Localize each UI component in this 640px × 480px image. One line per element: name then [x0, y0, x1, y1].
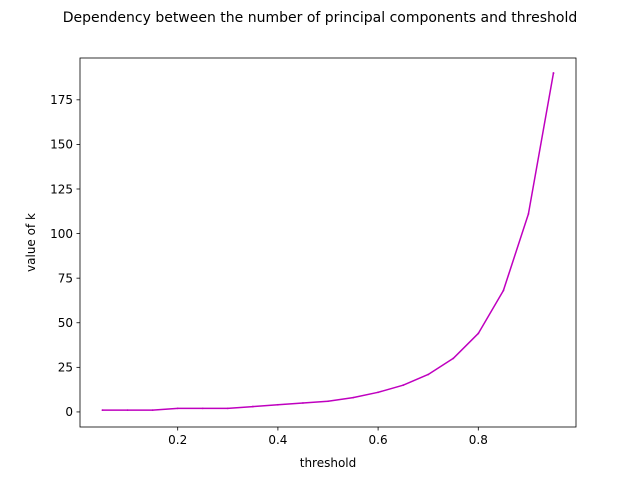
data-point [302, 402, 304, 404]
x-axis-label: threshold [300, 456, 357, 470]
data-point [377, 391, 380, 394]
y-tick-label: 125 [50, 182, 73, 196]
chart-title: Dependency between the number of princip… [63, 10, 578, 26]
data-point [276, 403, 279, 406]
x-tick-label: 0.6 [369, 433, 388, 447]
data-point [502, 289, 505, 292]
y-tick-label: 50 [58, 316, 73, 330]
data-point [176, 407, 179, 410]
data-point [352, 396, 354, 399]
data-point [402, 384, 405, 387]
y-axis: 0 25 50 75 100 125 150 175 [50, 93, 80, 419]
x-tick-label: 0.4 [268, 433, 287, 447]
y-tick-label: 150 [50, 138, 73, 152]
y-tick-label: 75 [58, 271, 73, 285]
y-tick-label: 25 [58, 361, 73, 375]
data-point [251, 405, 254, 408]
data-point [327, 400, 329, 403]
y-axis-label: value of k [24, 213, 38, 272]
data-point [101, 409, 104, 412]
data-point [126, 409, 129, 412]
y-tick-label: 175 [50, 93, 73, 107]
y-tick-label: 0 [65, 405, 73, 419]
x-tick-label: 0.8 [469, 433, 488, 447]
x-axis: 0.2 0.4 0.6 0.8 [168, 427, 488, 447]
data-point [201, 407, 204, 410]
data-point [427, 373, 430, 376]
x-tick-label: 0.2 [168, 433, 187, 447]
data-point [226, 407, 229, 410]
y-tick-label: 100 [50, 227, 73, 241]
data-point [151, 409, 154, 412]
data-point [452, 357, 455, 360]
data-point [527, 213, 530, 215]
plot-frame [79, 57, 577, 428]
data-point [552, 72, 555, 74]
plot-area [80, 58, 576, 427]
data-point [477, 332, 480, 335]
